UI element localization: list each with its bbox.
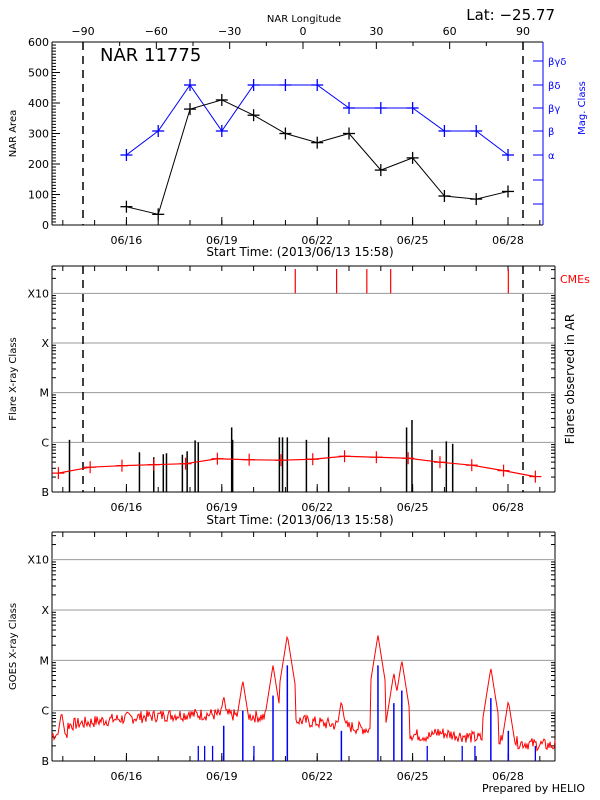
panel1-y-tick-label: 0 xyxy=(42,219,49,232)
panel1-y2-tick-label: βγδ xyxy=(548,57,566,68)
panel1-y2-tick-label: βγ xyxy=(548,104,560,115)
panel2-y-tick-label: B xyxy=(41,486,49,499)
panel1-x-tick-label: 06/16 xyxy=(111,234,143,247)
panel1-x-tick-label: 06/19 xyxy=(206,234,238,247)
panel3-y-tick-label: B xyxy=(41,755,49,768)
panel1-y2-tick-label: β xyxy=(548,127,554,138)
goes-long-channel-line xyxy=(51,635,556,752)
panel1-y-tick-label: 600 xyxy=(28,36,49,49)
panel2-y-tick-label: X xyxy=(41,337,49,350)
panel1-longitude-tick-label: 0 xyxy=(300,25,307,38)
panel1-x-tick-label: 06/25 xyxy=(397,234,429,247)
panel3-y-tick-label: C xyxy=(41,705,49,718)
footer-credit: Prepared by HELIO xyxy=(482,782,585,795)
panel1-x-tick-label: 06/28 xyxy=(492,234,524,247)
panel2-y-tick-label: X10 xyxy=(27,287,49,300)
panel3-x-tick-label: 06/28 xyxy=(492,770,524,783)
panel2-x-tick-label: 06/28 xyxy=(492,501,524,514)
panel1-longitude-tick-label: 90 xyxy=(516,25,530,38)
panel3-x-tick-label: 06/19 xyxy=(206,770,238,783)
panel1-y2-tick-label: βδ xyxy=(548,81,561,92)
panel2-x-axis-label: Start Time: (2013/06/13 15:58) xyxy=(206,513,393,527)
panel2-x-tick-label: 06/22 xyxy=(301,501,333,514)
panel2-y2-axis-label: Flares observed in AR xyxy=(563,314,577,444)
panel1-longitude-tick-label: −60 xyxy=(145,25,168,38)
panel2-y-tick-label: C xyxy=(41,436,49,449)
panel1-y-tick-label: 200 xyxy=(28,158,49,171)
panel2-x-tick-label: 06/19 xyxy=(206,501,238,514)
panel1-y-tick-label: 400 xyxy=(28,97,49,110)
panel1-longitude-tick-label: 60 xyxy=(443,25,457,38)
panel3-y-tick-label: M xyxy=(40,654,50,667)
panel3-y-axis-label: GOES X-ray Class xyxy=(8,603,19,690)
panel1-y-tick-label: 300 xyxy=(28,128,49,141)
background-trend-line xyxy=(58,455,536,478)
panel1-y2-axis-label: Mag. Class xyxy=(577,81,588,135)
panel1-x-tick-label: 06/22 xyxy=(301,234,333,247)
cme-label: CMEs xyxy=(560,273,590,286)
panel1-longitude-axis-label: NAR Longitude xyxy=(267,14,341,25)
panel1-y2-tick-label: α xyxy=(548,151,555,162)
panel2-x-tick-label: 06/16 xyxy=(111,501,143,514)
panel3-x-tick-label: 06/16 xyxy=(111,770,143,783)
panel1-y-tick-label: 100 xyxy=(28,189,49,202)
panel1-longitude-tick-label: −30 xyxy=(218,25,241,38)
panel1-y-axis-label: NAR Area xyxy=(8,110,19,157)
panel3-y-tick-label: X10 xyxy=(27,554,49,567)
panel3-y-tick-label: X xyxy=(41,604,49,617)
panel1-longitude-tick-label: −90 xyxy=(71,25,94,38)
panel1-title: NAR 11775 xyxy=(100,45,201,66)
panel3-x-tick-label: 06/22 xyxy=(301,770,333,783)
panel3-x-tick-label: 06/25 xyxy=(397,770,429,783)
panel1-longitude-tick-label: 30 xyxy=(369,25,383,38)
panel2-x-tick-label: 06/25 xyxy=(397,501,429,514)
panel2-y-tick-label: M xyxy=(40,387,50,400)
panel1-y-tick-label: 500 xyxy=(28,67,49,80)
panel1-x-axis-label: Start Time: (2013/06/13 15:58) xyxy=(206,245,393,259)
nar-area-line xyxy=(126,99,509,215)
panel2-y-axis-label: Flare X-ray Class xyxy=(8,337,19,421)
latitude-label: Lat: −25.77 xyxy=(466,6,555,24)
